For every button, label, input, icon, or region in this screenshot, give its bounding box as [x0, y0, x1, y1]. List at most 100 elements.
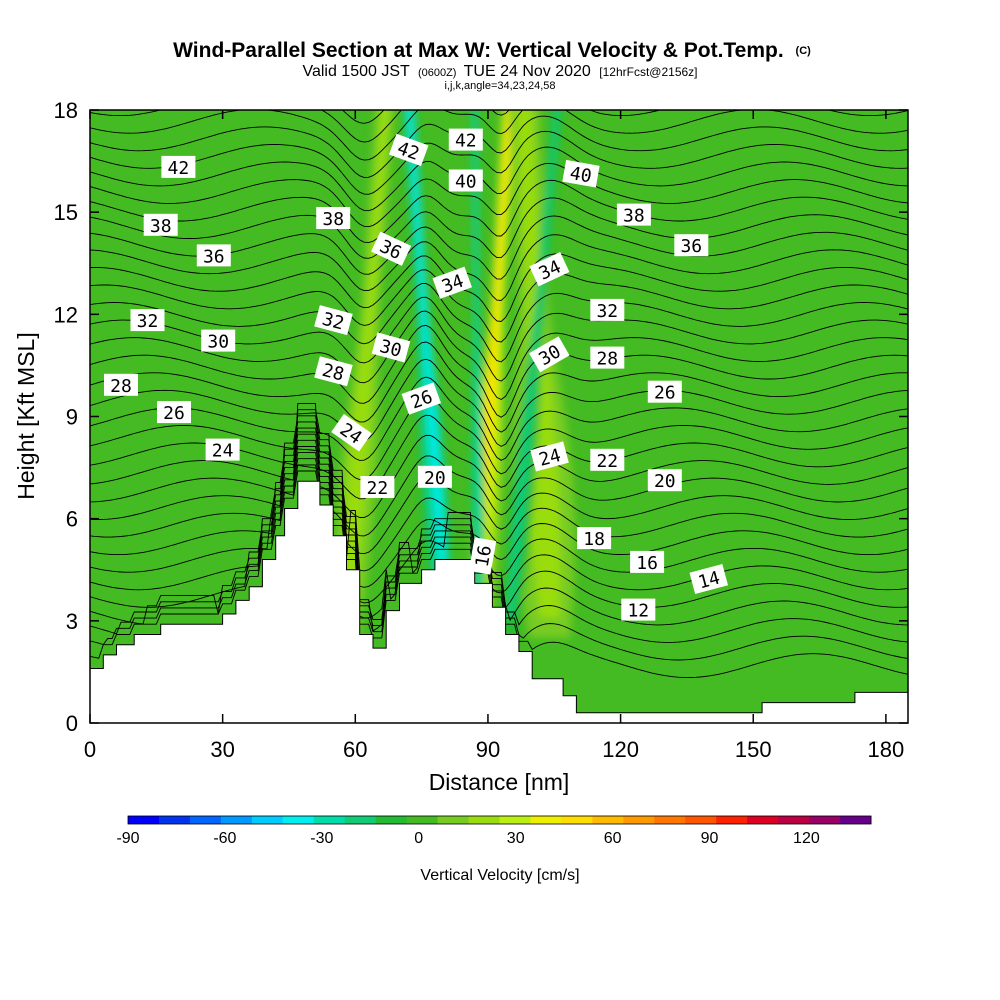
contour-label-bg [530, 441, 569, 472]
contour-label: 40 [562, 159, 600, 188]
x-tick-label: 150 [735, 737, 772, 762]
contour-label: 12 [621, 598, 656, 622]
contour-label-bg [161, 155, 196, 178]
contour-label: 38 [316, 207, 351, 230]
contour-label: 20 [417, 465, 452, 489]
isentrope-line [90, 446, 908, 632]
isentrope-line [90, 130, 908, 195]
grid-index-text: i,j,k,angle=34,23,24,58 [444, 80, 555, 92]
colorbar-tick-label: -60 [213, 830, 236, 847]
contour-label-text: 40 [568, 163, 593, 187]
contour-label-bg [647, 380, 682, 403]
contour-label-bg [562, 159, 600, 188]
isentrope-line [90, 358, 908, 447]
contour-label-text: 38 [623, 206, 645, 227]
contour-label-text: 30 [207, 332, 229, 353]
contour-label-bg [590, 346, 625, 369]
colorbar-ticks: -90 -60 -30 0 30 60 90 120 [116, 830, 819, 847]
contour-label-bg [360, 476, 395, 498]
isentrope-line [90, 409, 908, 537]
colorbar-swatch [499, 816, 531, 824]
contour-label: 26 [157, 401, 191, 424]
colorbar-swatch [716, 816, 748, 824]
colorbar-swatch [778, 816, 810, 824]
isentrope-line [90, 470, 908, 679]
contour-label-bg [314, 356, 353, 387]
isentrope-line [90, 110, 908, 143]
valid-date-text: TUE 24 Nov 2020 [464, 63, 591, 80]
contour-label-bg [316, 207, 351, 229]
colorbar-tick-label: 30 [507, 830, 525, 847]
x-tick-label: 180 [868, 737, 905, 762]
contour-label-bg [448, 128, 483, 151]
y-tick-label: 12 [54, 302, 78, 327]
contour-label: 24 [530, 441, 569, 472]
colorbar-tick-label: 120 [793, 830, 820, 847]
downdraft-core [473, 110, 481, 597]
contour-label: 28 [590, 346, 625, 370]
isentrope-line [90, 197, 908, 259]
colorbar-swatch [468, 816, 500, 824]
contour-label-bg [621, 598, 656, 621]
chart-title: Wind-Parallel Section at Max W: Vertical… [173, 39, 811, 62]
colorbar-tick-label: 90 [701, 830, 719, 847]
contour-label: 32 [130, 309, 165, 332]
contour-label-bg [196, 244, 231, 267]
colorbar-tick-label: -30 [310, 830, 333, 847]
isentrope-line [90, 427, 908, 588]
contour-label-bg [401, 382, 441, 415]
isentrope-line [90, 253, 908, 322]
colorbar-swatch [282, 816, 315, 824]
contour-label: 30 [201, 329, 236, 353]
contour-label-bg [577, 527, 612, 550]
y-tick-label: 6 [66, 507, 78, 532]
contour-label-bg [371, 231, 412, 266]
contour-label-bg [143, 213, 178, 236]
contour-label: 16 [630, 550, 665, 574]
contour-label-bg [590, 448, 625, 471]
contour-label: 26 [647, 380, 682, 404]
contour-label: 28 [314, 356, 353, 387]
contour-label-text: 22 [596, 451, 618, 472]
y-tick-label: 3 [66, 609, 78, 634]
contour-label: 36 [196, 244, 231, 267]
colorbar-tick-label: 0 [414, 830, 423, 847]
x-axis-ticks: 0 30 60 90 120 150 180 [84, 110, 904, 762]
colorbar-tick-label: 60 [604, 830, 622, 847]
isentrope-line [90, 324, 908, 418]
contour-label: 40 [448, 169, 483, 193]
colorbar-swatch [437, 816, 470, 824]
contour-label-bg [205, 438, 240, 461]
contour-label-bg [157, 401, 191, 424]
contour-label-bg [130, 309, 165, 332]
contour-label-bg [104, 373, 138, 396]
contour-label: 28 [104, 373, 138, 397]
chart-title-text: Wind-Parallel Section at Max W: Vertical… [173, 39, 784, 62]
contour-label-bg [590, 298, 625, 321]
contour-label-text: 38 [322, 209, 344, 230]
contour-label-bg [389, 133, 429, 167]
contour-label: 42 [448, 128, 483, 152]
contour-label-text: 16 [472, 544, 496, 569]
colorbar-swatch [406, 816, 439, 824]
colorbar-swatch [840, 816, 872, 824]
contour-label: 16 [468, 537, 497, 575]
x-tick-label: 90 [476, 737, 500, 762]
contour-label-text: 16 [636, 553, 658, 574]
isentrope-line [90, 234, 908, 301]
contour-label-bg [371, 332, 411, 363]
isentrope-line [90, 310, 908, 401]
y-tick-label: 15 [54, 200, 78, 225]
contour-label-bg [689, 564, 729, 595]
isentrope-line [90, 341, 908, 433]
contour-label-bg [448, 169, 483, 192]
contour-label-text: 20 [424, 468, 446, 489]
contour-label-bg [331, 413, 372, 452]
colorbar-swatch [344, 816, 377, 824]
isentrope-line [90, 395, 908, 481]
isentrope-line [90, 458, 908, 643]
chart-title-unit: (C) [796, 45, 812, 57]
colorbar-swatch [654, 816, 686, 824]
